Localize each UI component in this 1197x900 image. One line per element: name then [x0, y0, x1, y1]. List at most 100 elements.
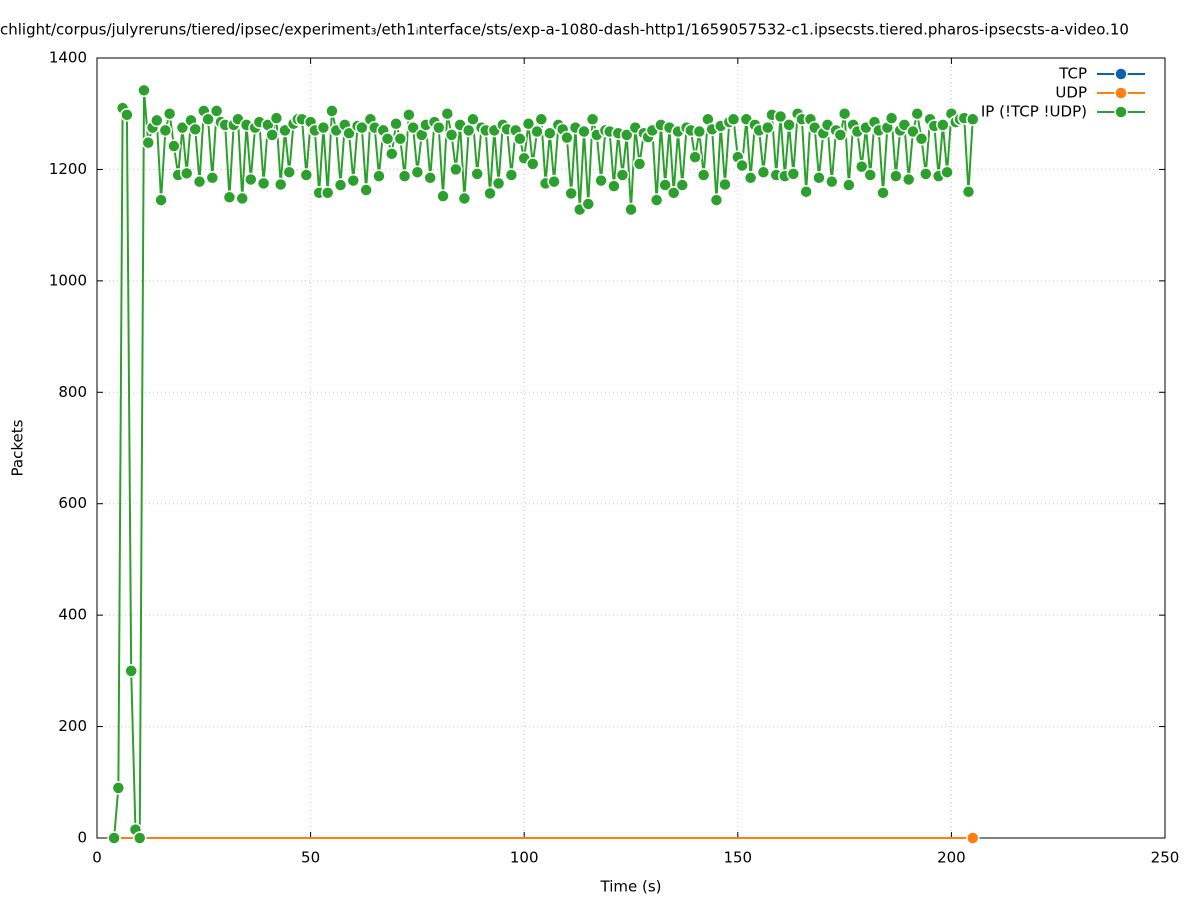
plot-frame [96, 57, 1166, 839]
data-point [372, 169, 386, 183]
data-point [346, 173, 361, 188]
data-point [940, 165, 954, 179]
x-tick-label: 50 [301, 849, 320, 867]
data-point [137, 83, 151, 98]
legend-label: IP (!TCP !UDP) [981, 103, 1087, 121]
y-tick-label: 400 [58, 606, 87, 624]
data-point [436, 189, 450, 203]
data-point [966, 831, 980, 845]
data-point [325, 104, 339, 118]
data-point [543, 126, 557, 140]
data-point [666, 186, 681, 200]
data-point [624, 202, 638, 217]
data-point [889, 169, 903, 183]
data-point [936, 118, 950, 132]
x-tick-label: 150 [723, 849, 752, 867]
data-point [901, 172, 916, 187]
data-point [179, 166, 194, 181]
y-tick-label: 600 [58, 494, 87, 512]
data-point [299, 168, 314, 182]
data-point [966, 112, 980, 127]
data-point [432, 120, 446, 135]
data-point [385, 147, 399, 161]
data-point [649, 193, 664, 207]
data-point [440, 106, 455, 121]
data-point [333, 178, 348, 192]
data-point [150, 113, 164, 128]
data-point [162, 106, 177, 121]
data-point [594, 173, 608, 188]
data-point [265, 128, 279, 142]
data-point [111, 781, 126, 795]
data-point [504, 168, 519, 182]
data-point [615, 168, 630, 182]
data-point [282, 165, 296, 179]
data-point [154, 193, 168, 207]
data-point [906, 124, 920, 139]
data-point [209, 104, 224, 118]
data-point [466, 112, 480, 127]
data-point [961, 184, 976, 199]
data-point [842, 178, 856, 192]
data-point [406, 120, 420, 135]
data-point [735, 158, 749, 173]
y-tick-label: 0 [77, 829, 87, 847]
data-point [564, 186, 578, 201]
data-point [201, 112, 215, 127]
data-point [607, 179, 621, 193]
y-tick-label: 1400 [49, 49, 87, 67]
data-point [359, 183, 373, 197]
legend-marker [1114, 67, 1128, 81]
data-point [389, 116, 403, 131]
y-tick-label: 200 [58, 717, 87, 735]
data-point [521, 116, 536, 131]
data-point [158, 123, 173, 138]
chart-title: chlight/corpus/julyreruns/tiered/ipsec/e… [0, 21, 1129, 39]
data-point [910, 106, 924, 121]
data-point [256, 176, 271, 191]
data-point [167, 139, 181, 153]
data-point [799, 184, 813, 199]
data-point [726, 112, 741, 127]
data-point [825, 174, 839, 189]
data-point [756, 165, 771, 179]
data-point [692, 124, 707, 139]
data-point [854, 159, 869, 174]
data-point [914, 132, 929, 146]
data-point [876, 186, 890, 200]
data-point [124, 664, 138, 678]
data-point [244, 172, 258, 187]
data-point [547, 174, 561, 189]
data-point [402, 108, 416, 122]
data-point [393, 132, 408, 146]
data-point [760, 120, 775, 135]
data-point [709, 193, 724, 207]
data-point [491, 176, 506, 191]
data-point [205, 171, 220, 185]
data-point [235, 191, 249, 206]
data-point [632, 157, 647, 171]
data-point [833, 128, 848, 142]
data-point [120, 108, 134, 122]
x-tick-label: 200 [937, 849, 966, 867]
data-point [577, 124, 591, 139]
legend-label: TCP [1058, 65, 1087, 83]
data-point [782, 118, 796, 132]
x-axis-label: Time (s) [600, 878, 662, 896]
data-point [585, 112, 600, 127]
legend-marker [1114, 86, 1128, 100]
data-point [470, 167, 484, 181]
data-point [107, 831, 121, 845]
data-point [397, 169, 412, 183]
data-point [132, 831, 147, 845]
data-point [273, 177, 288, 192]
y-tick-label: 1200 [49, 160, 87, 178]
data-point [884, 111, 899, 125]
data-point [688, 150, 702, 164]
data-point [175, 120, 190, 135]
data-point [423, 171, 437, 185]
data-point [560, 130, 574, 145]
data-point [919, 167, 933, 181]
